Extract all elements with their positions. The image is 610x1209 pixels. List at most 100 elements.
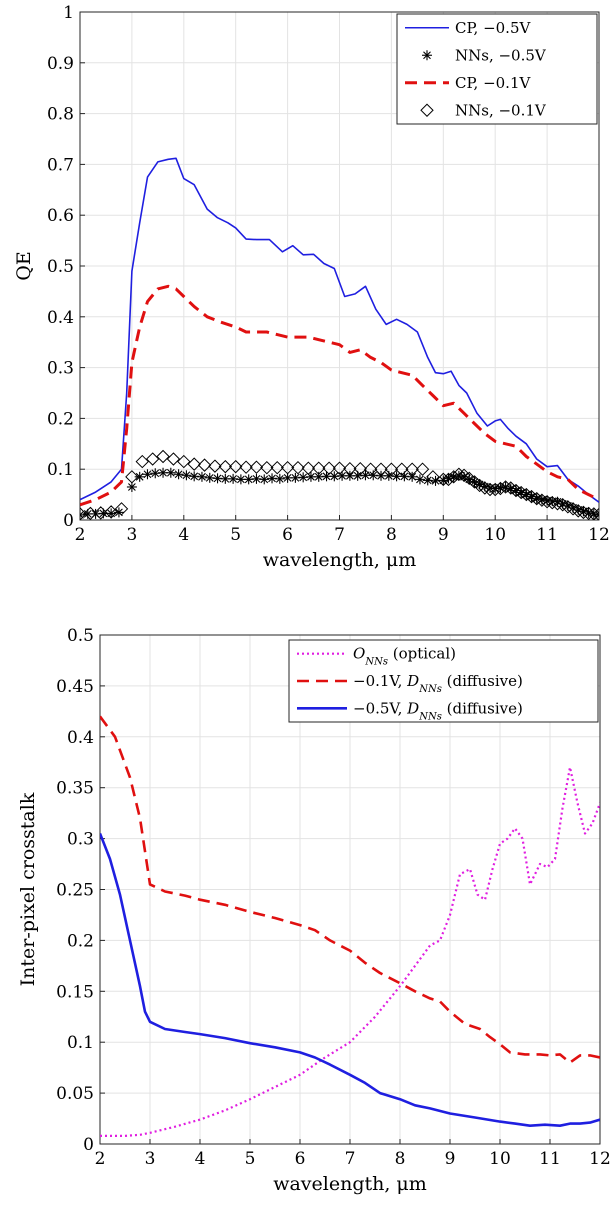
x-tick-label: 7 (345, 1149, 356, 1169)
data-point (134, 471, 145, 482)
y-tick-label: 0.5 (47, 257, 74, 277)
x-tick-label: 6 (282, 525, 293, 545)
x-tick-label: 8 (395, 1149, 406, 1169)
data-point (114, 502, 129, 516)
x-tick-label: 4 (195, 1149, 206, 1169)
legend-label-name-rest: (diffusive) (442, 672, 523, 690)
data-point (374, 462, 388, 476)
x-tick-label: 4 (178, 525, 189, 545)
data-point (407, 471, 418, 482)
legend-label-name-subscript: NNs (418, 711, 442, 722)
legend-label: NNs, −0.1V (455, 101, 547, 119)
x-tick-label: 2 (75, 525, 86, 545)
y-tick-label: 0.1 (67, 1033, 94, 1053)
x-tick-label: 3 (145, 1149, 156, 1169)
y-axis-label: Inter-pixel crosstalk (17, 792, 39, 986)
series-line-1 (100, 715, 600, 1064)
data-point (196, 471, 207, 482)
chart-qe: 2 3 4 5 6 7 8 9 10 11 12 0 0.1 0.2 0.3 0.4 0.5 0.6 0.7 0.8 0… (13, 3, 610, 571)
y-tick-label: 0 (83, 1135, 94, 1155)
data-point (197, 458, 212, 472)
data-point (104, 505, 118, 519)
data-point (312, 461, 326, 475)
data-point (368, 470, 379, 481)
legend-label-name-symbol: O (353, 645, 365, 663)
data-point (566, 502, 580, 516)
legend-label: CP, −0.5V (455, 19, 531, 37)
x-tick-label: 11 (536, 525, 558, 545)
x-tick-label: 5 (245, 1149, 256, 1169)
legend: ONNs (optical)−0.1V, DNNs (diffusive)−0.… (288, 639, 599, 723)
legend-label-name-subscript: NNs (418, 684, 442, 695)
x-tick-label: 3 (126, 525, 137, 545)
y-tick-label: 0.7 (47, 155, 74, 175)
data-point (270, 460, 284, 475)
data-point (561, 500, 575, 514)
data-point (218, 459, 233, 474)
series-line-0 (100, 766, 600, 1137)
data-point (94, 506, 108, 520)
legend-label-name-subscript: NNs (364, 656, 388, 667)
y-tick-label: 0.45 (56, 677, 94, 697)
x-tick-label: 12 (589, 1149, 610, 1169)
legend-box (396, 13, 598, 125)
data-point (462, 471, 476, 486)
data-point (550, 497, 565, 511)
legend-item-2: −0.5V, DNNs (diffusive) (297, 699, 523, 722)
y-tick-label: 0.35 (56, 779, 94, 799)
data-point (540, 495, 554, 509)
x-axis-label: wavelength, μm (273, 1173, 427, 1195)
y-tick-label: 1 (63, 3, 74, 23)
x-tick-label: 10 (484, 525, 506, 545)
legend-label-name-prefix: −0.5V, (353, 699, 407, 717)
legend-item-2: CP, −0.1V (405, 74, 531, 92)
series-layer (80, 157, 599, 520)
data-point (83, 506, 98, 520)
data-point (166, 452, 181, 466)
legend-label-name-rest: (diffusive) (442, 699, 523, 717)
y-tick-label: 0.9 (47, 54, 74, 74)
data-point (581, 506, 596, 520)
data-point (125, 470, 139, 484)
data-point (514, 485, 528, 500)
data-point (249, 460, 264, 474)
series-markers-3 (80, 449, 599, 520)
data-point (483, 482, 497, 497)
legend-label-name-prefix: −0.1V, (353, 672, 407, 690)
x-axis-label: wavelength, μm (263, 549, 417, 571)
data-point (301, 461, 316, 475)
data-point (555, 498, 570, 512)
legend-label: −0.5V, DNNs (diffusive) (353, 699, 523, 722)
legend-label-name-symbol: D (406, 672, 419, 690)
data-point (405, 462, 419, 476)
data-point (280, 460, 295, 475)
legend-label-name-rest: (optical) (388, 645, 456, 663)
data-point (187, 457, 201, 471)
data-point (239, 460, 253, 474)
data-point (436, 472, 451, 487)
data-point (576, 505, 591, 520)
data-point (282, 472, 293, 483)
data-point (332, 461, 347, 475)
data-point (414, 474, 425, 485)
y-tick-label: 0.3 (47, 359, 74, 379)
data-point (291, 460, 305, 475)
y-tick-label: 0.15 (56, 982, 94, 1002)
x-tick-label: 10 (489, 1149, 511, 1169)
data-point (145, 452, 160, 466)
data-point (135, 454, 149, 469)
data-point (545, 496, 559, 510)
axis-frame (99, 634, 601, 1145)
data-point (441, 472, 456, 487)
y-tick-label: 0.6 (47, 206, 74, 226)
y-axis-label: QE (13, 251, 35, 280)
y-tick-label: 0.1 (47, 460, 74, 480)
data-point (181, 470, 192, 481)
data-point (228, 459, 243, 474)
y-tick-label: 0.25 (56, 881, 94, 901)
data-point (587, 507, 599, 520)
data-point (452, 467, 466, 481)
data-point (384, 462, 399, 476)
data-point (322, 461, 336, 475)
